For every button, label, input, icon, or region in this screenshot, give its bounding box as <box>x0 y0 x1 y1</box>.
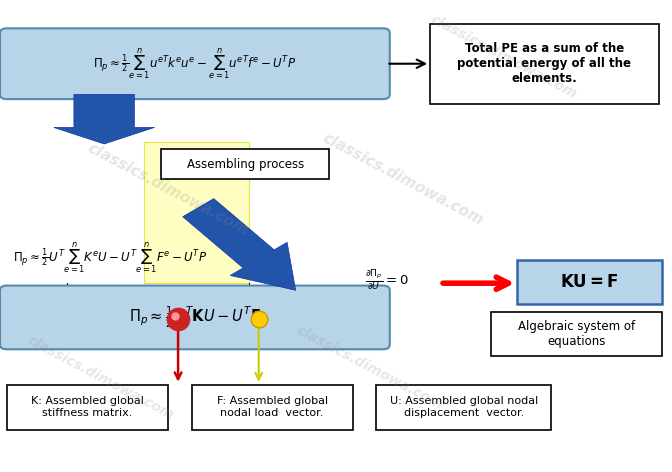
Text: K: Assembled global
stiffness matrix.: K: Assembled global stiffness matrix. <box>31 396 144 418</box>
Text: classics.dimowa.com: classics.dimowa.com <box>429 12 579 101</box>
Text: classics.dimowa.com: classics.dimowa.com <box>294 323 445 413</box>
Text: classics.dimowa.com: classics.dimowa.com <box>26 333 176 422</box>
Text: $\frac{\partial \Pi_p}{\partial U} = 0$: $\frac{\partial \Pi_p}{\partial U} = 0$ <box>365 268 408 294</box>
FancyBboxPatch shape <box>161 149 329 179</box>
FancyBboxPatch shape <box>491 312 662 356</box>
FancyBboxPatch shape <box>192 385 353 430</box>
FancyBboxPatch shape <box>430 24 659 104</box>
Text: $\Pi_p \approx \frac{1}{2} U^T\mathbf{K}U - U^T\mathbf{F}$: $\Pi_p \approx \frac{1}{2} U^T\mathbf{K}… <box>129 305 261 330</box>
FancyBboxPatch shape <box>0 28 390 99</box>
Text: $\mathbf{KU = F}$: $\mathbf{KU = F}$ <box>560 273 619 291</box>
FancyBboxPatch shape <box>376 385 551 430</box>
Text: Algebraic system of
equations: Algebraic system of equations <box>517 320 635 348</box>
FancyBboxPatch shape <box>144 142 249 283</box>
FancyBboxPatch shape <box>517 260 662 304</box>
Text: F: Assembled global
nodal load  vector.: F: Assembled global nodal load vector. <box>216 396 328 418</box>
Polygon shape <box>54 94 155 144</box>
Text: $\Pi_p \approx \frac{1}{2} U^T\sum_{e=1}^{n} K^e U - U^T\sum_{e=1}^{n} F^e - U^T: $\Pi_p \approx \frac{1}{2} U^T\sum_{e=1}… <box>13 240 208 275</box>
Text: classics.dimowa.com: classics.dimowa.com <box>85 140 251 237</box>
Text: Total PE as a sum of the
potential energy of all the
elements.: Total PE as a sum of the potential energ… <box>458 42 631 85</box>
Text: Assembling process: Assembling process <box>187 158 304 170</box>
Text: U: Assembled global nodal
displacement  vector.: U: Assembled global nodal displacement v… <box>390 396 538 418</box>
FancyBboxPatch shape <box>0 286 390 349</box>
Text: $\Pi_p \approx \frac{1}{2}\sum_{e=1}^{n} u^{eT} k^e u^e - \sum_{e=1}^{n} u^{eT} : $\Pi_p \approx \frac{1}{2}\sum_{e=1}^{n}… <box>93 46 296 81</box>
Text: classics.dimowa.com: classics.dimowa.com <box>321 131 486 228</box>
FancyBboxPatch shape <box>7 385 168 430</box>
Polygon shape <box>183 199 296 290</box>
